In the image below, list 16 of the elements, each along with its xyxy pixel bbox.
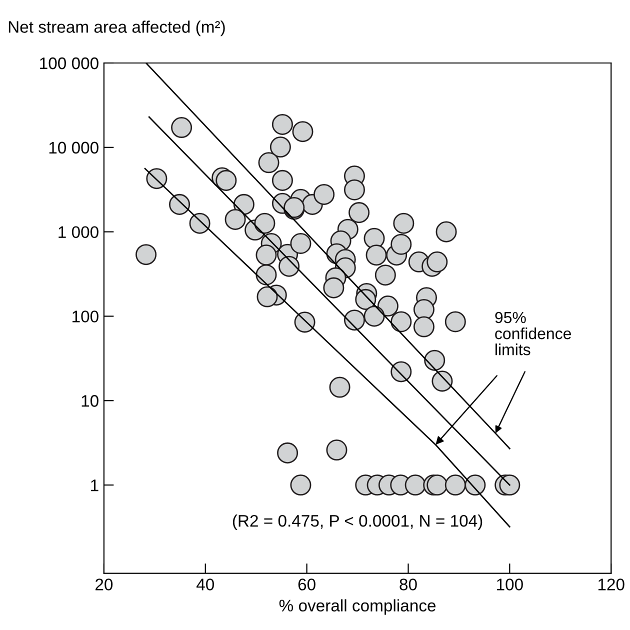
- x-tick-label: 60: [298, 578, 316, 590]
- x-tick-label: 100: [497, 578, 523, 590]
- y-tick-label: 10: [82, 395, 98, 407]
- x-axis-title: % overall compliance: [279, 599, 436, 615]
- x-tick-label: 120: [598, 578, 624, 590]
- y-tick-label: 100: [72, 310, 98, 322]
- y-tick-label: 1 000: [58, 226, 98, 238]
- annotation: (R2 = 0.475, P < 0.0001, N = 104): [232, 514, 482, 530]
- y-tick-label: 1: [91, 480, 98, 492]
- x-tick-label: 80: [400, 578, 417, 590]
- annotation: 95% confidence limits: [495, 312, 571, 356]
- y-axis-title: Net stream area affected (m²): [8, 20, 225, 36]
- x-tick-label: 40: [196, 578, 214, 590]
- y-tick-label: 10 000: [49, 142, 98, 154]
- y-tick-label: 100 000: [40, 57, 98, 70]
- x-tick-label: 20: [96, 578, 113, 590]
